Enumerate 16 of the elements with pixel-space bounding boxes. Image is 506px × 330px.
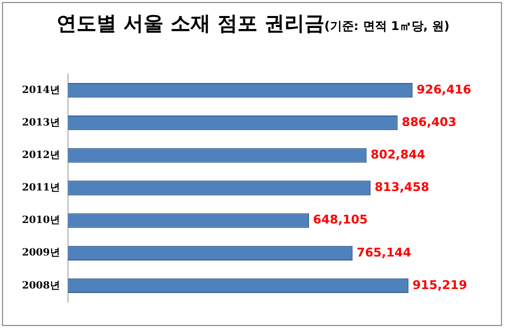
data-label: 813,458 bbox=[374, 180, 430, 194]
data-label: 926,416 bbox=[416, 82, 472, 96]
data-label: 765,144 bbox=[356, 245, 412, 260]
y-tick-label: 2011년 bbox=[22, 182, 60, 194]
data-label: 648,105 bbox=[313, 212, 368, 227]
y-tick-label: 2010년 bbox=[22, 215, 60, 226]
y-tick-label: 2013년 bbox=[22, 117, 60, 128]
y-tick-label: 2009년 bbox=[22, 248, 60, 259]
y-tick-label: 2014년 bbox=[22, 84, 60, 96]
data-label: 915,219 bbox=[412, 278, 468, 292]
y-tick-label: 2008년 bbox=[22, 280, 60, 292]
y-tick-label: 2012년 bbox=[22, 150, 60, 162]
chart-title: 연도별 서울 소재 점포 권리금 bbox=[56, 11, 324, 35]
data-label: 802,844 bbox=[370, 148, 426, 162]
chart-subtitle: (기준: 면적 1㎡당, 원) bbox=[324, 19, 450, 33]
data-label: 886,403 bbox=[402, 114, 456, 129]
